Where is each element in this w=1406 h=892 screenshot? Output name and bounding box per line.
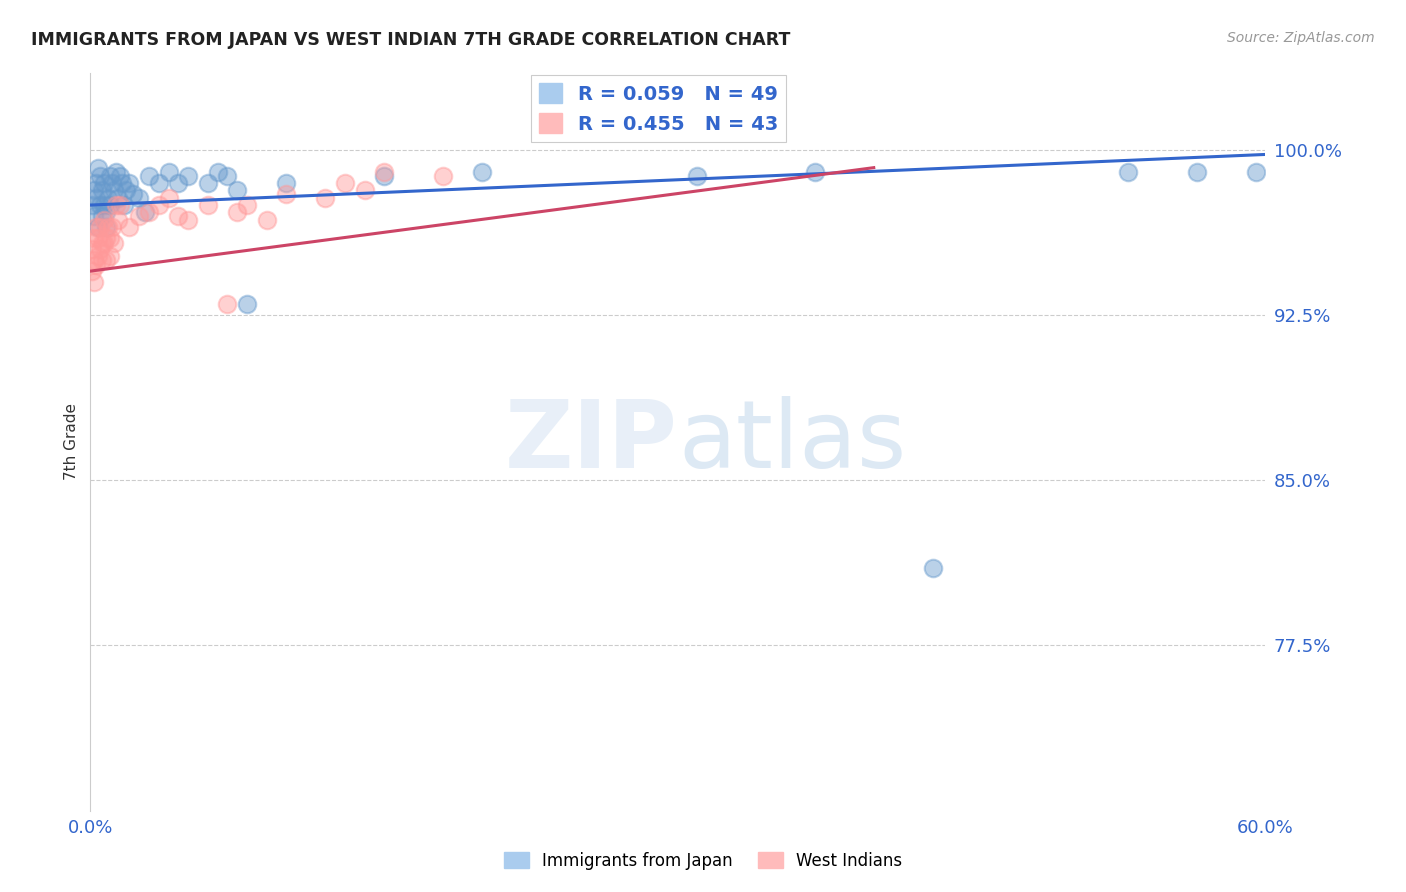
Point	[91, 253, 114, 268]
Point	[471, 165, 494, 179]
Point	[1185, 165, 1208, 179]
Point	[94, 253, 117, 268]
Point	[82, 198, 104, 212]
Point	[107, 213, 129, 227]
Point	[83, 253, 105, 268]
Point	[98, 198, 121, 212]
Point	[128, 209, 150, 223]
Point	[432, 169, 454, 184]
Text: IMMIGRANTS FROM JAPAN VS WEST INDIAN 7TH GRADE CORRELATION CHART: IMMIGRANTS FROM JAPAN VS WEST INDIAN 7TH…	[31, 31, 790, 49]
Point	[226, 204, 249, 219]
Point	[101, 220, 124, 235]
Point	[89, 242, 111, 256]
Text: Source: ZipAtlas.com: Source: ZipAtlas.com	[1227, 31, 1375, 45]
Point	[98, 249, 121, 263]
Point	[114, 183, 136, 197]
Point	[217, 169, 239, 184]
Point	[108, 198, 131, 212]
Point	[207, 165, 229, 179]
Point	[128, 192, 150, 206]
Point	[104, 198, 127, 212]
Point	[217, 297, 239, 311]
Point	[98, 231, 121, 245]
Point	[686, 169, 709, 184]
Point	[93, 235, 115, 250]
Point	[1244, 165, 1267, 179]
Point	[353, 183, 375, 197]
Point	[91, 209, 114, 223]
Point	[373, 165, 395, 179]
Point	[97, 192, 120, 206]
Point	[148, 176, 170, 190]
Point	[177, 169, 200, 184]
Point	[84, 258, 107, 272]
Point	[93, 213, 115, 227]
Point	[167, 176, 190, 190]
Point	[89, 220, 111, 235]
Point	[87, 161, 110, 175]
Point	[197, 198, 219, 212]
Point	[93, 198, 115, 212]
Point	[157, 192, 180, 206]
Point	[276, 176, 298, 190]
Point	[83, 209, 105, 223]
Legend: Immigrants from Japan, West Indians: Immigrants from Japan, West Indians	[498, 846, 908, 877]
Text: atlas: atlas	[678, 396, 905, 488]
Point	[108, 169, 131, 184]
Point	[197, 176, 219, 190]
Point	[1118, 165, 1140, 179]
Point	[103, 183, 125, 197]
Point	[118, 220, 141, 235]
Point	[87, 220, 110, 235]
Point	[89, 169, 111, 184]
Point	[921, 561, 943, 575]
Point	[91, 235, 114, 250]
Point	[97, 220, 120, 235]
Point	[226, 183, 249, 197]
Point	[167, 209, 190, 223]
Point	[93, 176, 115, 190]
Point	[314, 192, 336, 206]
Point	[83, 275, 105, 289]
Point	[87, 231, 110, 245]
Point	[91, 183, 114, 197]
Point	[256, 213, 278, 227]
Y-axis label: 7th Grade: 7th Grade	[65, 403, 79, 480]
Point	[83, 231, 105, 245]
Point	[177, 213, 200, 227]
Point	[118, 176, 141, 190]
Point	[236, 297, 259, 311]
Point	[138, 169, 160, 184]
Point	[87, 249, 110, 263]
Point	[333, 176, 356, 190]
Point	[134, 204, 156, 219]
Point	[111, 176, 134, 190]
Point	[157, 165, 180, 179]
Point	[94, 204, 117, 219]
Point	[101, 176, 124, 190]
Point	[98, 169, 121, 184]
Point	[148, 198, 170, 212]
Point	[112, 198, 135, 212]
Point	[82, 264, 104, 278]
Point	[83, 183, 105, 197]
Point	[84, 220, 107, 235]
Point	[84, 192, 107, 206]
Point	[138, 204, 160, 219]
Point	[804, 165, 827, 179]
Point	[84, 176, 107, 190]
Point	[236, 198, 259, 212]
Point	[104, 165, 127, 179]
Point	[103, 235, 125, 250]
Point	[373, 169, 395, 184]
Point	[107, 192, 129, 206]
Point	[89, 198, 111, 212]
Point	[122, 187, 145, 202]
Legend: R = 0.059   N = 49, R = 0.455   N = 43: R = 0.059 N = 49, R = 0.455 N = 43	[531, 75, 786, 142]
Point	[82, 242, 104, 256]
Point	[94, 220, 117, 235]
Point	[94, 231, 117, 245]
Text: ZIP: ZIP	[505, 396, 678, 488]
Point	[276, 187, 298, 202]
